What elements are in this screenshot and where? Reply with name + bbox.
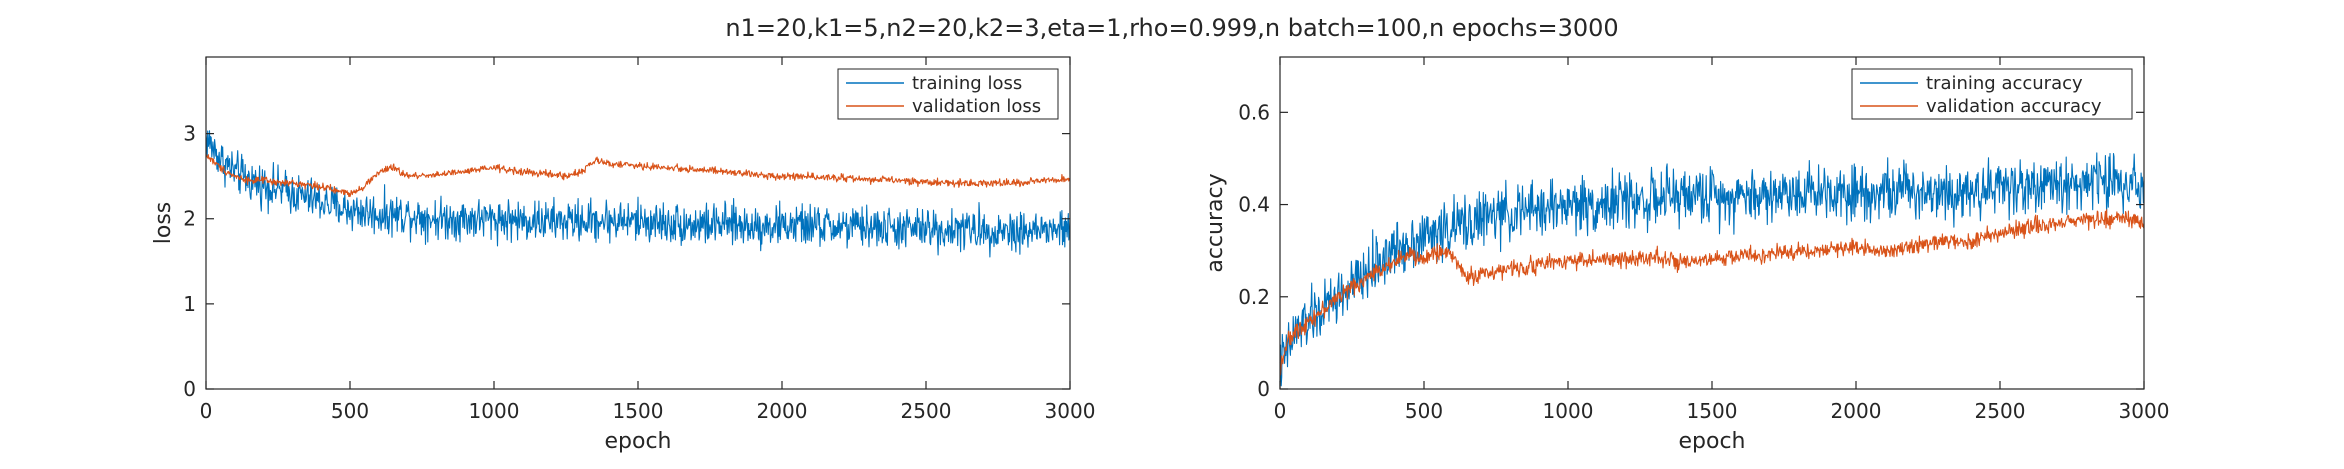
x-tick-label: 2000: [757, 399, 808, 423]
x-tick-label: 500: [1405, 399, 1443, 423]
y-tick-label: 0: [1257, 377, 1270, 401]
y-tick-label: 3: [183, 122, 196, 146]
chart-1: 0 500 1000 1500 2000 2500 3000 0 1 2 3 epoch loss tra…: [151, 56, 1096, 454]
y-tick-label: 0.2: [1238, 285, 1270, 309]
legend-label: training accuracy: [1926, 73, 2083, 94]
x-tick-label: 2500: [901, 399, 952, 423]
chart-2: 0 500 1000 1500 2000 2500 3000 0 0.2 0.4 0.6 epoch a…: [1203, 56, 2170, 454]
y-tick-label: 2: [183, 207, 196, 231]
y-tick-label: 0: [183, 377, 196, 401]
x-tick-label: 500: [331, 399, 369, 423]
figure-title: n1=20,k1=5,n2=20,k2=3,eta=1,rho=0.999,n …: [725, 14, 1619, 42]
x-axis-label: epoch: [605, 429, 672, 454]
x-tick-label: 1500: [1687, 399, 1738, 423]
x-tick-label: 3000: [1045, 399, 1096, 423]
x-tick-label: 0: [1274, 399, 1287, 423]
x-tick-label: 1500: [613, 399, 664, 423]
x-tick-label: 1000: [469, 399, 520, 423]
x-tick-label: 2500: [1975, 399, 2026, 423]
x-tick-label: 0: [200, 399, 213, 423]
y-axis-label: accuracy: [1203, 173, 1228, 272]
y-tick-label: 0.6: [1238, 100, 1270, 124]
legend-label: validation accuracy: [1926, 96, 2102, 117]
legend-label: training loss: [912, 73, 1022, 94]
y-tick-label: 0.4: [1238, 193, 1270, 217]
x-axis-label: epoch: [1679, 429, 1746, 454]
legend-label: validation loss: [912, 96, 1041, 117]
y-tick-label: 1: [183, 292, 196, 316]
x-tick-label: 2000: [1831, 399, 1882, 423]
series-line-validation-loss: [205, 153, 1071, 198]
legend-box: [837, 68, 1059, 120]
x-tick-label: 3000: [2119, 399, 2170, 423]
x-tick-label: 1000: [1543, 399, 1594, 423]
series-line-training-loss: [205, 130, 1071, 258]
series-line-training-accuracy: [1279, 152, 2145, 387]
y-axis-label: loss: [151, 202, 176, 245]
legend-box: [1851, 68, 2133, 120]
series-line-validation-accuracy: [1279, 209, 2145, 376]
